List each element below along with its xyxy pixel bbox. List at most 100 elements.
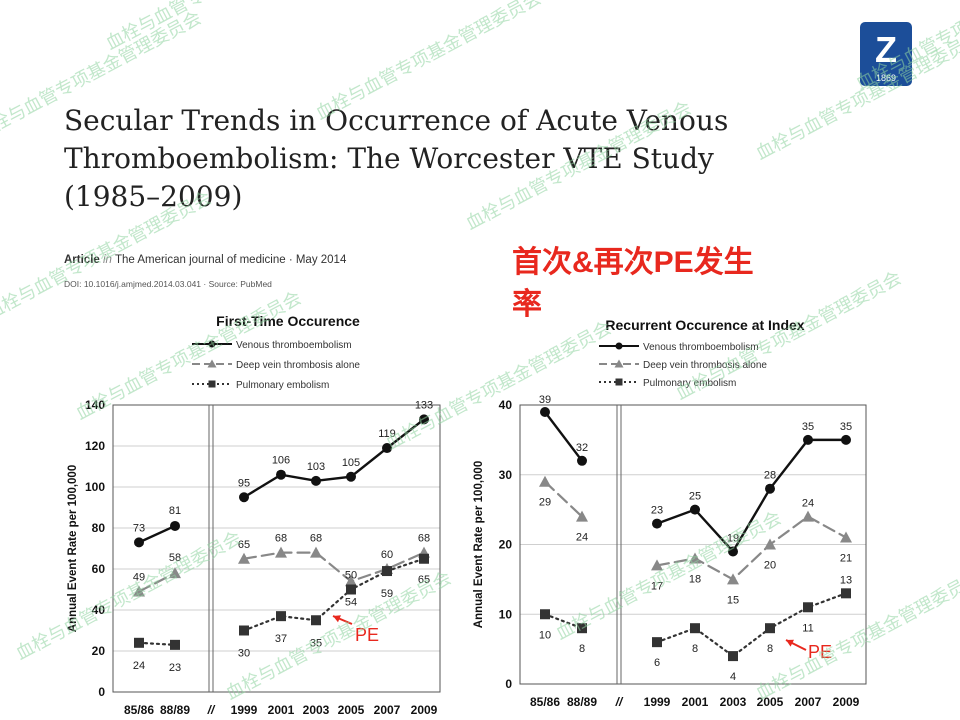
x-tick-label: 2003	[303, 703, 330, 717]
legend-label: Pulmonary embolism	[643, 378, 736, 389]
citation-label: Article	[64, 254, 100, 266]
data-point	[419, 553, 429, 564]
legend-marker	[208, 340, 216, 348]
data-point	[540, 609, 550, 620]
y-tick-label: 0	[98, 685, 105, 699]
data-label: 39	[539, 394, 551, 406]
data-point	[840, 531, 852, 543]
data-label: 6	[654, 657, 660, 669]
x-tick-label: 88/89	[567, 695, 597, 709]
pe-annotation: PE	[355, 625, 379, 645]
pe-arrow-head	[333, 615, 341, 623]
y-tick-label: 20	[92, 644, 106, 658]
data-label: 19	[727, 532, 739, 544]
data-label: 20	[764, 560, 776, 572]
data-point	[134, 537, 144, 548]
legend-marker	[614, 359, 624, 368]
data-label: 95	[238, 477, 250, 489]
y-tick-label: 40	[92, 603, 106, 617]
data-label: 133	[415, 399, 433, 411]
data-point	[346, 584, 356, 595]
x-tick-label: 1999	[644, 695, 671, 709]
data-label: 73	[133, 522, 145, 534]
data-label: 13	[840, 574, 852, 586]
logo-letter: Z	[875, 29, 897, 70]
cn-heading-line-1: 首次&再次PE发生	[512, 246, 754, 279]
data-label: 30	[238, 648, 250, 660]
series-line	[543, 410, 584, 462]
x-tick-label: //	[207, 703, 216, 717]
data-point	[728, 651, 738, 662]
data-label: 106	[272, 455, 290, 467]
data-point	[652, 637, 662, 648]
data-point	[169, 567, 181, 579]
data-label: 8	[579, 643, 585, 655]
x-tick-label: 2001	[682, 695, 709, 709]
data-point	[170, 520, 180, 531]
y-tick-label: 60	[92, 562, 106, 576]
data-point	[651, 559, 663, 571]
data-label: 65	[418, 574, 430, 586]
data-point	[540, 406, 550, 417]
data-label: 24	[802, 498, 814, 510]
data-label: 35	[802, 421, 814, 433]
data-label: 60	[381, 549, 393, 561]
data-point	[765, 483, 775, 494]
data-point	[577, 623, 587, 634]
series-line	[543, 613, 584, 630]
data-label: 50	[345, 570, 357, 582]
data-label: 35	[310, 637, 322, 649]
data-point	[275, 546, 287, 558]
y-tick-label: 80	[92, 521, 106, 535]
cn-heading: 首次&再次PE发生 率	[512, 242, 832, 326]
data-point	[239, 492, 249, 503]
data-point	[728, 546, 738, 557]
data-label: 35	[840, 421, 852, 433]
data-label: 25	[689, 491, 701, 503]
data-label: 8	[767, 643, 773, 655]
plot-frame	[112, 404, 441, 693]
data-label: 4	[730, 671, 736, 683]
data-label: 119	[378, 428, 396, 440]
series-line	[242, 557, 426, 632]
data-label: 81	[169, 505, 181, 517]
data-label: 32	[576, 442, 588, 454]
citation-doi: DOI: 10.1016/j.amjmed.2014.03.041 · Sour…	[64, 279, 272, 289]
data-point	[689, 552, 701, 564]
slide-title-line-3: (1985–2009)	[64, 180, 243, 213]
x-tick-label: 2005	[757, 695, 784, 709]
data-point	[276, 469, 286, 480]
data-point	[382, 443, 392, 454]
legend-label: Venous thromboembolism	[236, 340, 352, 351]
data-label: 28	[764, 470, 776, 482]
citation-journal: The American journal of medicine · May 2…	[114, 254, 347, 266]
series-line	[543, 480, 584, 518]
data-point	[345, 575, 357, 587]
chart-title: Recurrent Occurence at Index	[605, 317, 804, 333]
chart-title: First-Time Occurence	[216, 313, 360, 329]
slide-title-line-1: Secular Trends in Occurrence of Acute Ve…	[64, 104, 729, 137]
chart-2: Recurrent Occurence at Index Venous throm…	[473, 317, 867, 709]
citation-in: in	[103, 254, 112, 266]
series-line	[137, 524, 177, 544]
data-point	[238, 552, 250, 564]
data-point	[382, 566, 392, 577]
legend-label: Deep vein thrombosis alone	[236, 360, 360, 371]
y-tick-label: 140	[85, 398, 105, 412]
data-point	[727, 573, 739, 585]
data-label: 105	[342, 457, 360, 469]
slide-title: Secular Trends in Occurrence of Acute Ve…	[64, 102, 784, 216]
data-point	[765, 623, 775, 634]
data-point	[841, 588, 851, 599]
data-point	[764, 538, 776, 550]
y-tick-label: 0	[505, 677, 512, 691]
legend-marker	[208, 380, 216, 388]
series-line	[242, 418, 426, 499]
legend-marker	[615, 378, 623, 386]
cn-heading-line-2: 率	[512, 288, 542, 321]
legend-label: Deep vein thrombosis alone	[643, 360, 767, 371]
legend-label: Pulmonary embolism	[236, 380, 329, 391]
data-label: 29	[539, 497, 551, 509]
logo-year: 1869	[876, 73, 896, 83]
